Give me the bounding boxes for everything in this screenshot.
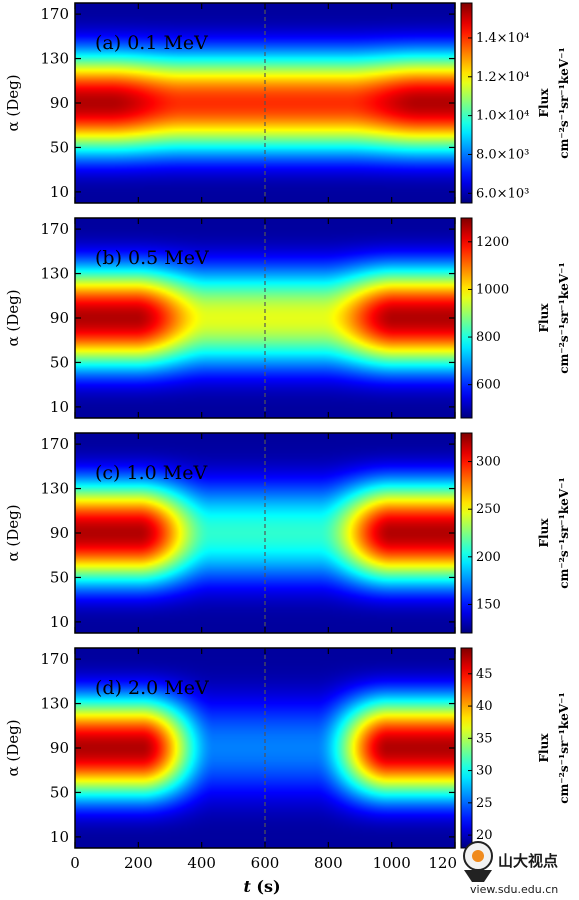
- colorbar-tick-label: 1000: [476, 282, 509, 297]
- y-tick-label: 10: [50, 183, 69, 201]
- y-axis-label: α (Deg): [4, 74, 22, 131]
- y-tick-label: 130: [40, 695, 69, 713]
- colorbar-tick-label: 200: [476, 550, 501, 565]
- x-tick-label: 120: [428, 854, 457, 872]
- colorbar-tick-label: 150: [476, 597, 501, 612]
- y-tick-label: 130: [40, 480, 69, 498]
- watermark-url: view.sdu.edu.cn: [470, 883, 558, 896]
- y-axis-label: α (Deg): [4, 719, 22, 776]
- y-tick-label: 50: [50, 783, 69, 801]
- y-tick-label: 10: [50, 398, 69, 416]
- y-tick-label: 50: [50, 138, 69, 156]
- y-tick-label: 10: [50, 613, 69, 631]
- x-tick-label: 200: [124, 854, 153, 872]
- colorbar-label: Flux: [537, 733, 551, 763]
- y-tick-label: 50: [50, 568, 69, 586]
- colorbar-tick-label: 1200: [476, 235, 509, 250]
- y-tick-label: 50: [50, 353, 69, 371]
- colorbar-tick-label: 1.2×10⁴: [476, 70, 529, 85]
- colorbar: [460, 432, 473, 634]
- colorbar-tick-label: 250: [476, 502, 501, 517]
- colorbar-tick-label: 45: [476, 667, 493, 682]
- colorbar-tick-label: 1.0×10⁴: [476, 109, 529, 124]
- x-axis-title: t (s): [243, 877, 280, 896]
- panel-energy-label: (b) 0.5 MeV: [95, 247, 209, 269]
- y-tick-label: 170: [40, 650, 69, 668]
- panel-energy-label: (d) 2.0 MeV: [95, 677, 209, 699]
- y-axis-label: α (Deg): [4, 504, 22, 561]
- x-tick-label: 600: [251, 854, 280, 872]
- y-tick-label: 90: [50, 309, 69, 327]
- panels: 10 50 90 130 170 α (Deg) (a) 0.1 MeV 6.0×10³ 8.0…: [4, 2, 571, 872]
- y-axis-label: α (Deg): [4, 289, 22, 346]
- colorbar-tick-label: 6.0×10³: [476, 186, 529, 201]
- x-axis-title-unit: (s): [251, 877, 281, 896]
- y-tick-label: 90: [50, 524, 69, 542]
- colorbar-label: Flux: [537, 88, 551, 118]
- colorbar-tick-label: 600: [476, 378, 501, 393]
- panel-2: 10 50 90 130 170 α (Deg) (b) 0.5 MeV 600 800 1000…: [4, 217, 571, 419]
- y-tick-label: 90: [50, 94, 69, 112]
- colorbar-units: cm⁻²s⁻¹sr⁻¹keV⁻¹: [557, 692, 571, 803]
- colorbar-units: cm⁻²s⁻¹sr⁻¹keV⁻¹: [557, 477, 571, 588]
- colorbar-tick-label: 20: [476, 828, 493, 843]
- colorbar-tick-label: 40: [476, 699, 493, 714]
- x-tick-label: 0: [70, 854, 80, 872]
- x-tick-label: 800: [314, 854, 343, 872]
- watermark-brand: 山大视点: [498, 852, 558, 870]
- colorbar-label: Flux: [537, 303, 551, 333]
- colorbar: [460, 2, 473, 204]
- colorbar: [460, 647, 473, 849]
- y-tick-label: 170: [40, 435, 69, 453]
- panel-energy-label: (a) 0.1 MeV: [95, 32, 208, 54]
- y-tick-label: 10: [50, 828, 69, 846]
- colorbar-tick-label: 25: [476, 796, 493, 811]
- watermark: 山大视点 view.sdu.edu.cn: [463, 841, 558, 896]
- x-tick-label: 1000: [373, 854, 411, 872]
- x-axis-title-var: t: [243, 877, 251, 896]
- colorbar-units: cm⁻²s⁻¹sr⁻¹keV⁻¹: [557, 262, 571, 373]
- colorbar-tick-label: 35: [476, 731, 493, 746]
- y-tick-label: 170: [40, 5, 69, 23]
- panel-3: 10 50 90 130 170 α (Deg) (c) 1.0 MeV 150 200 250 3…: [4, 432, 571, 634]
- panel-1: 10 50 90 130 170 α (Deg) (a) 0.1 MeV 6.0×10³ 8.0…: [4, 2, 571, 204]
- y-tick-label: 130: [40, 50, 69, 68]
- y-tick-label: 170: [40, 220, 69, 238]
- y-tick-label: 130: [40, 265, 69, 283]
- colorbar-units: cm⁻²s⁻¹sr⁻¹keV⁻¹: [557, 47, 571, 158]
- y-tick-label: 90: [50, 739, 69, 757]
- x-tick-label: 400: [187, 854, 216, 872]
- panel-4: 10 50 90 130 170 0 200 400 600 800 1000 120 α (Deg) (…: [4, 647, 571, 872]
- colorbar: [460, 217, 473, 419]
- sdu-logo-icon: [463, 841, 493, 882]
- colorbar-tick-label: 1.4×10⁴: [476, 31, 529, 46]
- colorbar-tick-label: 800: [476, 330, 501, 345]
- colorbar-tick-label: 300: [476, 455, 501, 470]
- colorbar-label: Flux: [537, 518, 551, 548]
- colorbar-tick-label: 8.0×10³: [476, 147, 529, 162]
- colorbar-tick-label: 30: [476, 764, 493, 779]
- panel-energy-label: (c) 1.0 MeV: [95, 462, 207, 484]
